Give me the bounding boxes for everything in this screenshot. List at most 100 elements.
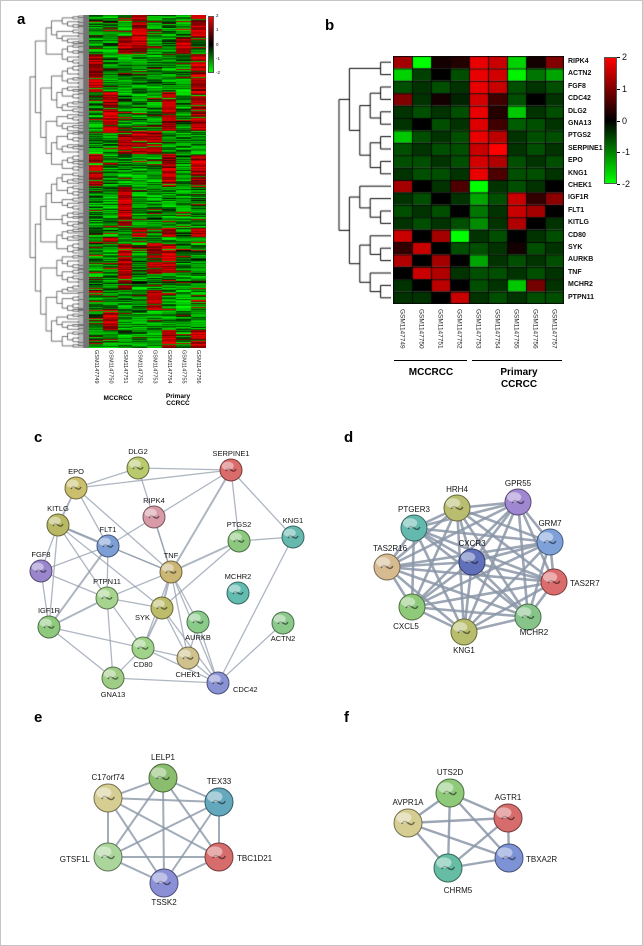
node-label: ACTN2	[271, 634, 296, 643]
network-node-aurkb: AURKB	[185, 610, 211, 642]
panel-a-column-label: GSM1147752	[136, 350, 143, 384]
network-edge	[230, 469, 240, 542]
panel-a-colorbar	[208, 16, 214, 73]
protein-structure-glyph	[287, 535, 299, 539]
network-node-ptgs2: PTGS2	[227, 520, 252, 553]
node-label: PTGER3	[398, 505, 431, 514]
node-highlight	[496, 807, 512, 818]
protein-structure-glyph	[212, 854, 226, 860]
node-highlight	[400, 597, 416, 607]
panel-b-column-label: GSM1147750	[417, 309, 425, 349]
gene-label: CD80	[568, 231, 586, 239]
node-label: GPR55	[505, 479, 532, 488]
node-label: CHRM5	[444, 886, 473, 895]
panel-c-string-network: EPO DLG2 SERPINE1 KITLG RIPK4 FLT1 PTGS2 KNG1 FG…	[29, 447, 305, 699]
panel-a-column-label: GSM1147754	[165, 350, 172, 384]
panel-b-column-label: GSM1147756	[531, 309, 539, 349]
node-highlight	[98, 537, 111, 546]
network-edge	[57, 524, 108, 599]
protein-structure-glyph	[101, 854, 115, 860]
node-label: TAS2R16	[373, 544, 408, 553]
node-label: CHEK1	[175, 670, 200, 679]
node-label: KNG1	[453, 646, 475, 655]
node-highlight	[221, 461, 234, 470]
panel-b-group-primary-ccrcc: Primary CCRCC	[500, 367, 538, 390]
network-node-kitlg: KITLG	[46, 504, 70, 537]
network-edge	[411, 580, 555, 609]
protein-structure-glyph	[137, 646, 149, 650]
node-label: RIPK4	[143, 496, 165, 505]
network-node-dlg2: DLG2	[126, 447, 150, 480]
panel-a-group-mccrcc: MCCRCC	[103, 395, 133, 402]
panel-a-column-label: GSM1147750	[107, 350, 114, 384]
network-node-ripk4: RIPK4	[142, 496, 166, 529]
node-label: MCHR2	[225, 572, 252, 581]
network-node-gna13: GNA13	[101, 666, 126, 699]
protein-structure-glyph	[405, 604, 419, 610]
panel-a-letter: a	[17, 11, 26, 28]
colorbar-tickmark	[617, 57, 620, 58]
node-label: GRM7	[538, 519, 562, 528]
protein-structure-glyph	[101, 795, 115, 801]
network-edge	[412, 527, 466, 633]
network-node-cxcr3: CXCR3	[458, 539, 486, 576]
network-node-agtr1: AGTR1	[493, 793, 523, 833]
protein-structure-glyph	[156, 775, 170, 781]
gene-label: AURKB	[568, 256, 594, 264]
network-edge	[217, 536, 294, 684]
node-highlight	[273, 614, 286, 623]
node-highlight	[229, 532, 242, 541]
protein-structure-glyph	[132, 466, 144, 470]
panel-a-column-label: GSM1147755	[180, 350, 187, 384]
network-node-tbxa2r: TBXA2R	[494, 843, 557, 873]
protein-structure-glyph	[35, 569, 47, 573]
colorbar-tick: 1	[216, 27, 219, 33]
protein-structure-glyph	[212, 681, 224, 685]
node-highlight	[445, 498, 461, 508]
protein-structure-glyph	[380, 564, 394, 570]
network-node-kng1: KNG1	[281, 516, 305, 549]
node-label: GNA13	[101, 690, 126, 699]
panel-b-column-label: GSM1147749	[398, 309, 406, 349]
network-edge	[112, 677, 219, 684]
network-edge	[40, 570, 108, 599]
node-label: CD80	[133, 660, 152, 669]
node-label: PTGS2	[227, 520, 252, 529]
gene-label: CHEK1	[568, 182, 592, 189]
panel-e-string-network: LELP1 C17orf74 TEX33 GTSF1L TBC1D21 TSSK2	[60, 753, 273, 907]
node-label: EPO	[68, 467, 84, 476]
network-edge	[161, 540, 240, 609]
network-node-c17orf74: C17orf74	[92, 773, 125, 813]
network-node-chrm5: CHRM5	[433, 853, 473, 895]
colorbar-tick: 0	[622, 115, 628, 126]
colorbar-tick: -2	[622, 179, 631, 189]
node-highlight	[506, 492, 522, 502]
gene-label: KNG1	[568, 169, 588, 177]
panel-d-string-network: HRH4 GPR55 PTGER3 GRM7 TAS2R16 CXCR3 TAS2R7 CXC…	[373, 479, 600, 655]
protein-structure-glyph	[547, 579, 561, 585]
network-node-actn2: ACTN2	[271, 611, 296, 643]
protein-structure-glyph	[407, 525, 421, 531]
node-label: CXCR3	[458, 539, 486, 548]
network-edge	[170, 469, 232, 573]
colorbar-tick: 2	[622, 52, 628, 62]
colorbar-tick: -1	[216, 55, 221, 61]
node-highlight	[452, 622, 468, 632]
panel-a-column-label: GSM1147756	[195, 350, 202, 384]
protein-structure-glyph	[543, 539, 557, 545]
network-node-ptger3: PTGER3	[398, 505, 431, 542]
colorbar-tickmark	[617, 184, 620, 185]
network-edge	[407, 816, 509, 825]
panel-b-column-label: GSM1147757	[550, 309, 558, 349]
node-label: CXCL5	[393, 622, 419, 631]
node-label: HRH4	[446, 485, 468, 494]
network-edge	[107, 469, 232, 547]
protein-structure-glyph	[441, 865, 455, 871]
network-node-ptpn11: PTPN11	[93, 577, 121, 610]
protein-structure-glyph	[233, 539, 245, 543]
node-highlight	[39, 618, 52, 627]
colorbar-tick: 0	[216, 41, 219, 47]
network-node-epo: EPO	[64, 467, 88, 500]
protein-structure-glyph	[225, 468, 237, 472]
